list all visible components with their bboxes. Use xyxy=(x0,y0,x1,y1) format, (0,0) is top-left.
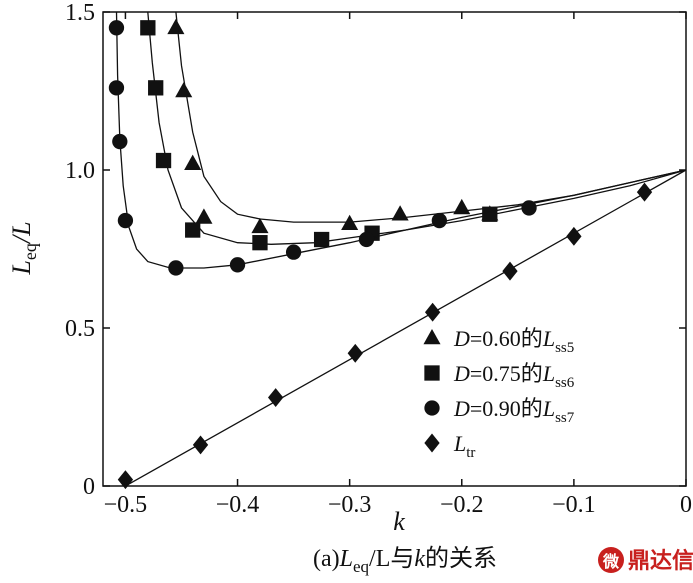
data-point-square xyxy=(148,80,164,96)
legend-label-part: L xyxy=(542,396,555,421)
legend-label-part: L xyxy=(453,431,466,456)
x-tick-label: −0.5 xyxy=(104,492,148,518)
legend-label-sub: tr xyxy=(466,445,475,461)
data-point-diamond xyxy=(424,302,441,322)
x-tick-label: −0.3 xyxy=(328,492,372,518)
data-point-circle xyxy=(521,200,537,216)
data-point-diamond xyxy=(347,343,363,363)
series-diamond xyxy=(117,169,687,490)
legend-label: Ltr xyxy=(453,431,475,461)
legend-label-part: D xyxy=(453,326,470,351)
data-point-triangle xyxy=(341,214,359,231)
caption-prefix: (a) xyxy=(313,546,340,572)
data-point-diamond xyxy=(636,182,653,202)
data-point-square xyxy=(482,206,498,222)
data-point-circle xyxy=(112,133,128,150)
y-tick-label: 1.0 xyxy=(65,158,95,184)
legend-label-part: D xyxy=(453,361,470,386)
y-axis-label-sub: eq xyxy=(20,243,40,260)
legend-label-part: L xyxy=(542,326,555,351)
legend-label: D=0.60的Lss5 xyxy=(453,326,574,356)
series-circle xyxy=(108,11,687,276)
series-line-circle xyxy=(115,11,687,269)
y-axis-label: Leq/L xyxy=(7,221,40,275)
data-point-square xyxy=(252,235,268,251)
x-tick-label: −0.4 xyxy=(216,492,260,518)
data-point-triangle xyxy=(175,82,193,98)
data-point-diamond xyxy=(192,435,209,455)
legend-label: D=0.75的Lss6 xyxy=(453,361,575,391)
y-tick-label: 1.5 xyxy=(65,0,95,26)
legend-label-part: =0.90的 xyxy=(470,396,543,421)
x-tick-label: −0.2 xyxy=(440,492,484,518)
legend-label-sub: ss6 xyxy=(555,375,575,391)
series-layer xyxy=(108,11,687,490)
data-point-circle xyxy=(168,260,184,276)
series-line-square xyxy=(147,11,687,245)
legend-marker-triangle xyxy=(423,329,441,345)
data-point-circle xyxy=(285,244,302,260)
data-point-square xyxy=(313,231,330,248)
y-tick-label: 0.5 xyxy=(65,316,95,342)
legend-label-part: L xyxy=(542,361,555,386)
watermark-logo xyxy=(598,547,624,573)
data-point-diamond xyxy=(502,261,518,281)
y-tick-label: 0 xyxy=(83,474,95,500)
plot-frame xyxy=(102,11,687,487)
data-point-circle xyxy=(229,257,246,273)
legend-label-sub: ss5 xyxy=(555,340,574,356)
data-point-triangle xyxy=(184,154,202,170)
watermark-logo-text: 微 xyxy=(602,552,620,571)
data-point-square xyxy=(185,222,201,238)
watermark: 微 鼎达信 xyxy=(598,547,693,574)
legend-label: D=0.90的Lss7 xyxy=(453,396,575,426)
legend-label-part: =0.60的 xyxy=(470,326,543,351)
legend-label-part: D xyxy=(453,396,470,421)
data-point-square xyxy=(140,20,156,36)
figure-caption: (a)Leq/L与k的关系 xyxy=(313,545,497,576)
legend-marker-diamond xyxy=(424,433,440,453)
legend-marker-square xyxy=(424,365,440,381)
y-axis-label-tail: /L xyxy=(7,221,36,245)
data-point-circle xyxy=(431,212,447,229)
data-point-square xyxy=(155,152,172,169)
data-point-diamond xyxy=(268,388,284,407)
watermark-label: 鼎达信 xyxy=(628,548,693,574)
data-point-triangle xyxy=(251,217,269,234)
x-tick-label: 0 xyxy=(680,492,692,518)
data-point-triangle xyxy=(453,198,471,215)
y-axis-label-main: L xyxy=(7,260,36,275)
caption-main: L xyxy=(339,546,353,572)
caption-rest2: 的关系 xyxy=(425,545,497,572)
data-point-circle xyxy=(117,212,134,229)
caption-rest1: /L与 xyxy=(369,546,414,572)
series-line-diamond xyxy=(125,169,687,487)
x-axis-label: k xyxy=(393,507,405,536)
data-point-triangle xyxy=(195,208,213,224)
data-point-circle xyxy=(108,80,125,96)
legend-marker-circle xyxy=(424,400,440,416)
caption-sub: eq xyxy=(353,557,370,576)
data-point-triangle xyxy=(391,205,409,221)
svg-text:Leq/L: Leq/L xyxy=(7,221,40,275)
data-point-circle xyxy=(108,20,125,36)
series-triangle xyxy=(167,11,687,234)
data-point-diamond xyxy=(566,226,582,246)
caption-k: k xyxy=(414,546,425,572)
legend-label-part: =0.75的 xyxy=(470,361,543,386)
series-square xyxy=(140,11,687,251)
axes-layer: −0.5 −0.4 −0.3 −0.2 −0.1 0 0 0.5 1.0 1.5 xyxy=(65,0,692,518)
data-point-circle xyxy=(358,231,375,248)
data-point-triangle xyxy=(167,18,185,35)
x-tick-label: −0.1 xyxy=(552,492,596,518)
legend-label-sub: ss7 xyxy=(555,410,575,426)
